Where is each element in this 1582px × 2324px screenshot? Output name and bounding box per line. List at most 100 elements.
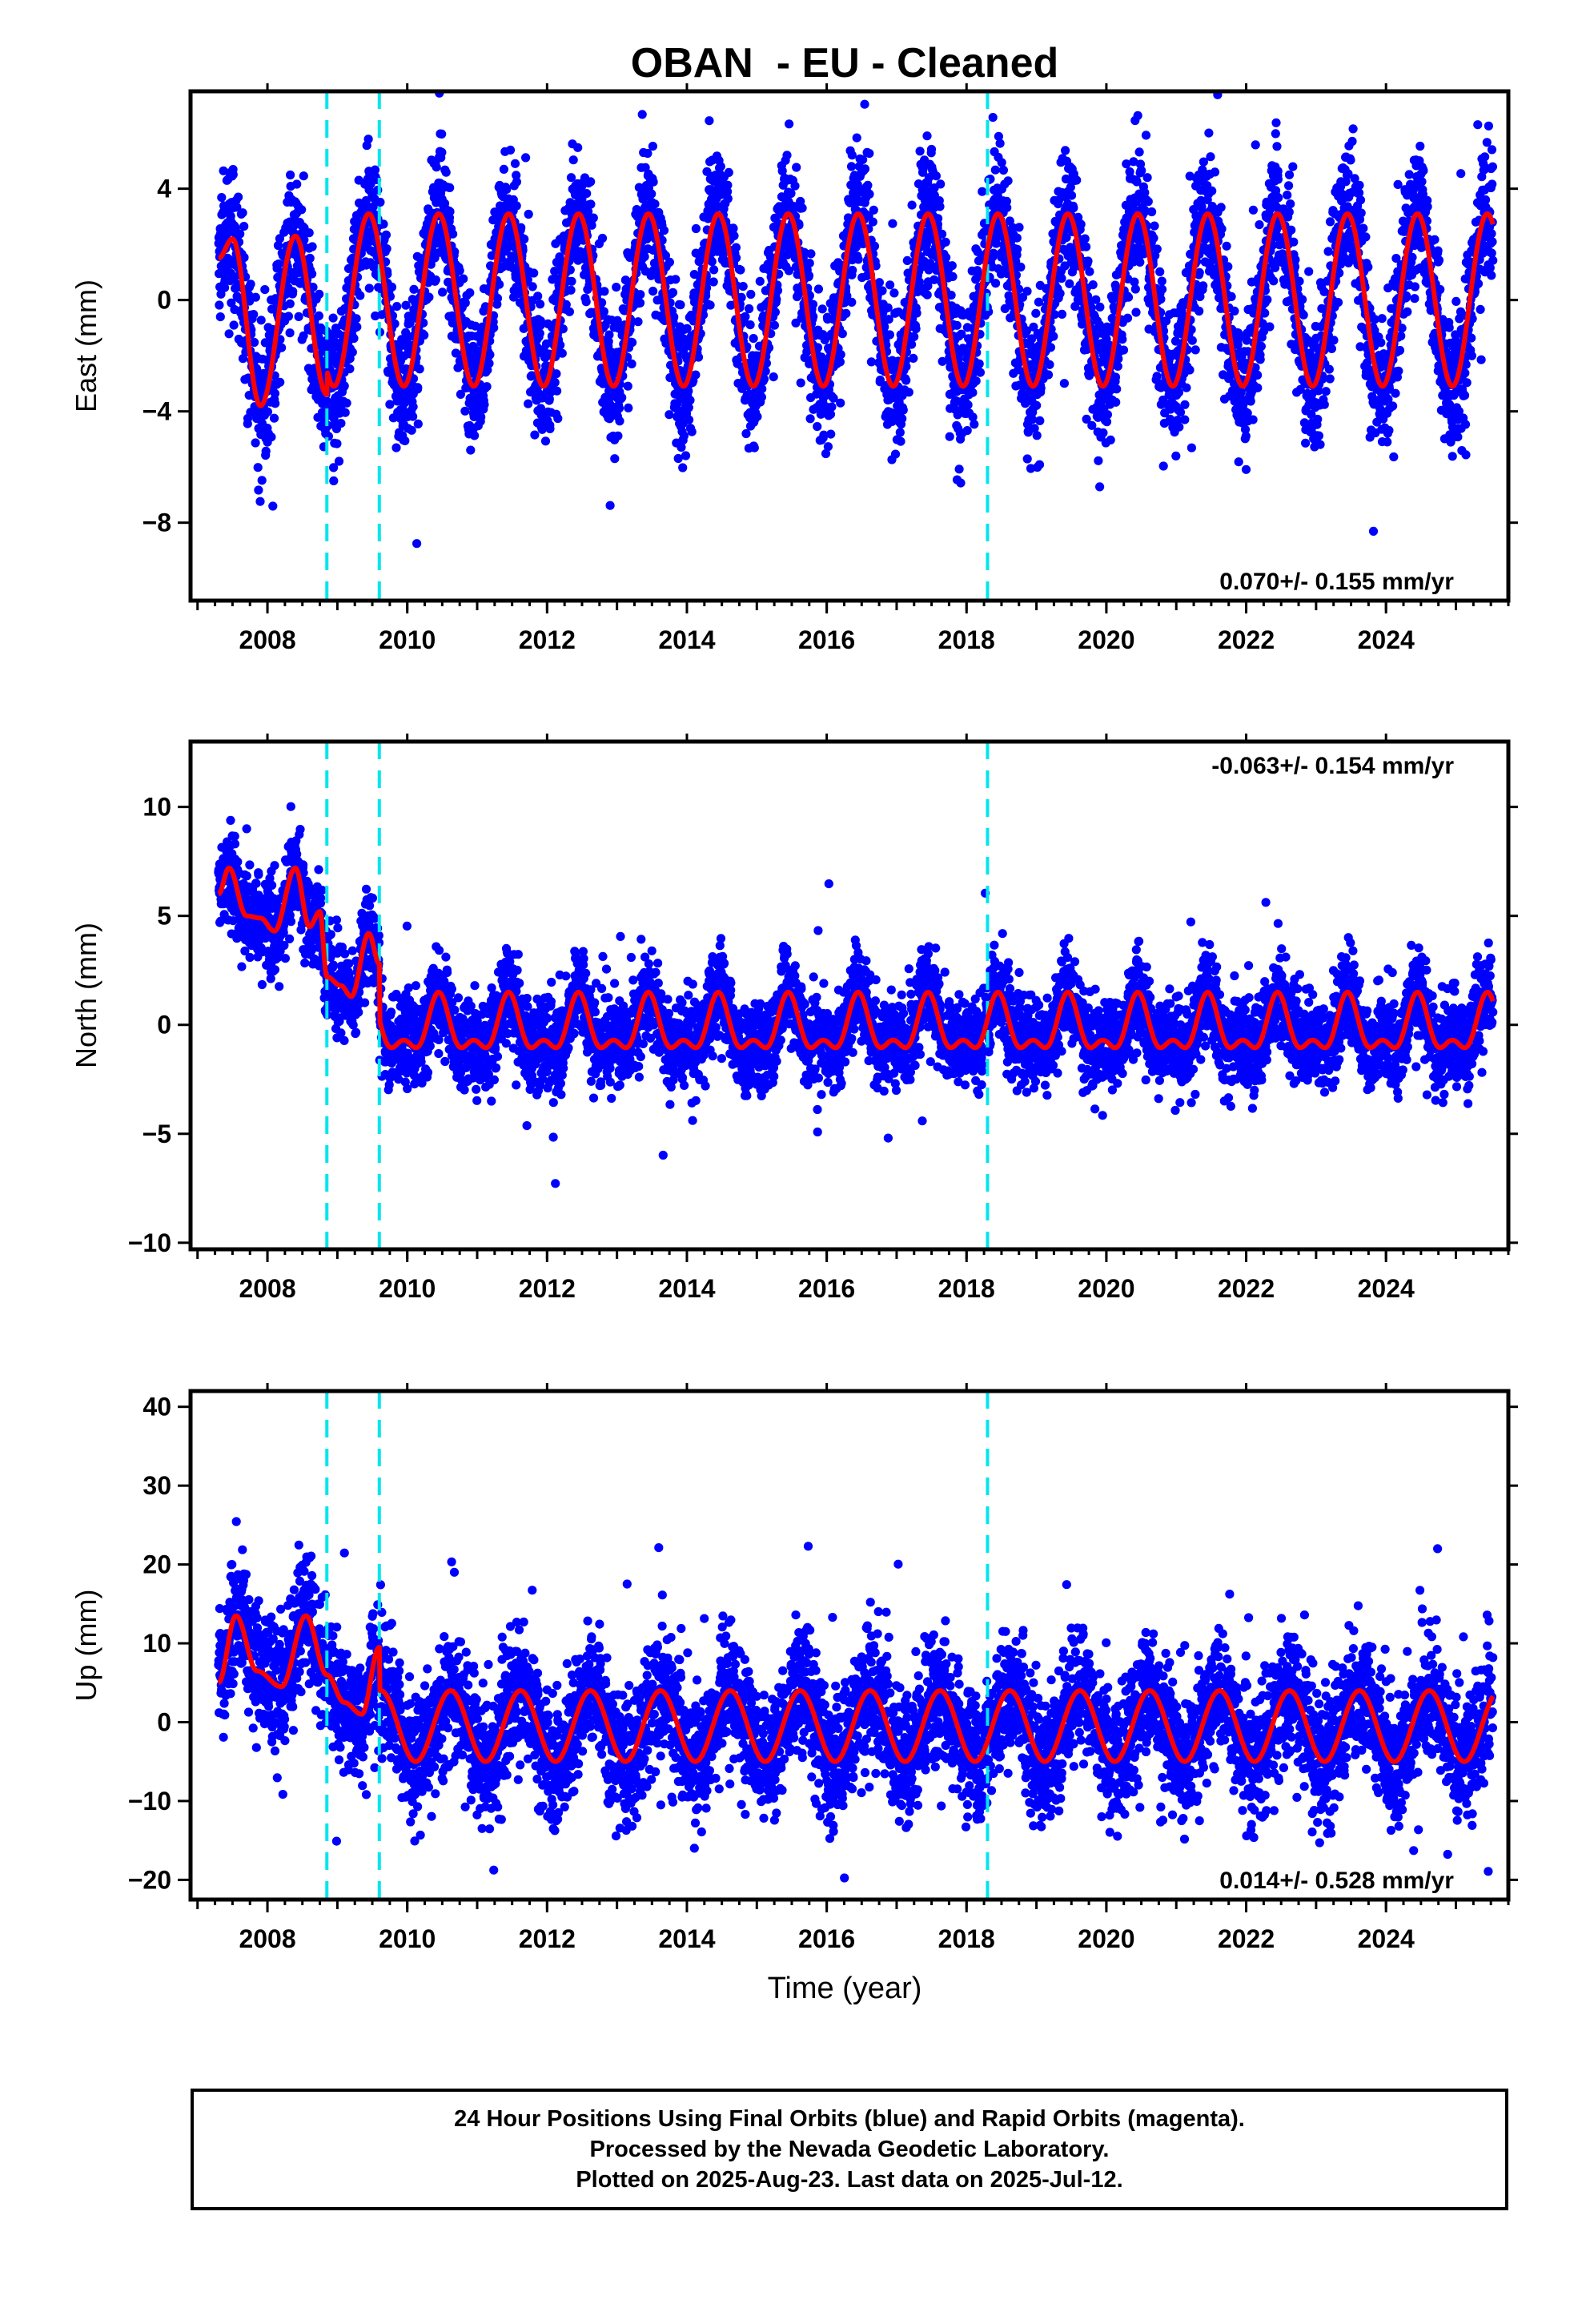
data-point xyxy=(954,464,964,474)
data-point xyxy=(382,244,391,254)
data-point xyxy=(1171,451,1181,461)
data-point xyxy=(502,184,512,195)
data-point xyxy=(351,314,361,324)
data-point xyxy=(681,451,691,460)
data-point xyxy=(459,274,468,283)
data-point xyxy=(684,403,693,412)
data-point xyxy=(1036,384,1046,393)
data-point xyxy=(868,217,877,227)
data-point xyxy=(1241,432,1251,441)
data-point xyxy=(682,324,692,333)
data-point xyxy=(749,334,758,344)
data-point xyxy=(971,376,981,386)
data-point xyxy=(420,330,429,340)
data-point xyxy=(827,402,837,412)
data-point xyxy=(806,249,816,259)
data-point xyxy=(285,328,295,338)
data-point xyxy=(777,166,787,176)
data-point xyxy=(510,159,520,168)
data-point xyxy=(283,312,293,321)
data-point xyxy=(1236,387,1246,396)
data-point xyxy=(677,443,686,452)
data-point xyxy=(251,438,260,448)
data-point xyxy=(285,299,295,308)
data-point xyxy=(370,165,380,175)
data-point xyxy=(471,321,480,331)
data-point xyxy=(544,394,554,404)
data-point xyxy=(1069,203,1078,213)
data-point xyxy=(671,275,681,284)
data-point xyxy=(975,368,985,377)
data-point xyxy=(339,381,349,391)
data-point xyxy=(661,251,671,260)
data-point xyxy=(253,463,263,472)
data-point xyxy=(239,222,249,231)
data-point xyxy=(869,205,878,215)
data-point xyxy=(217,193,227,203)
data-point xyxy=(970,420,979,429)
data-point xyxy=(723,180,733,190)
data-point xyxy=(565,265,575,275)
data-point xyxy=(581,297,591,307)
data-point xyxy=(612,316,622,325)
data-point xyxy=(1082,242,1091,251)
data-point xyxy=(628,338,637,348)
data-point xyxy=(336,419,346,428)
data-point xyxy=(347,348,357,357)
data-point xyxy=(239,252,249,263)
data-point xyxy=(1088,280,1098,290)
data-point xyxy=(390,319,400,328)
data-point xyxy=(1134,147,1144,157)
data-point xyxy=(647,189,656,199)
data-point xyxy=(853,255,863,264)
data-point xyxy=(769,320,780,330)
data-point xyxy=(1112,384,1122,394)
data-point xyxy=(874,278,884,287)
data-point xyxy=(1158,284,1167,294)
data-point xyxy=(573,143,583,152)
data-point xyxy=(600,287,609,296)
data-point xyxy=(1102,410,1112,420)
data-point xyxy=(852,133,861,143)
data-point xyxy=(567,276,576,286)
data-point xyxy=(1057,274,1066,283)
data-point xyxy=(1022,287,1032,296)
data-point xyxy=(1180,415,1190,424)
data-point xyxy=(387,282,397,292)
data-point xyxy=(637,110,647,119)
data-point xyxy=(419,318,428,328)
data-point xyxy=(586,199,596,209)
data-point xyxy=(857,29,865,38)
data-point xyxy=(307,269,317,279)
data-point xyxy=(438,287,448,297)
data-point xyxy=(227,298,236,308)
data-point xyxy=(305,253,315,263)
data-point xyxy=(729,223,738,233)
data-point xyxy=(584,207,593,216)
data-point xyxy=(1080,234,1090,243)
data-point xyxy=(732,253,741,263)
data-point xyxy=(268,501,278,511)
data-point xyxy=(702,167,712,176)
data-point xyxy=(1061,146,1070,155)
data-point xyxy=(769,372,778,382)
data-point xyxy=(650,199,660,209)
data-point xyxy=(553,413,563,424)
data-point xyxy=(952,320,962,330)
data-point xyxy=(408,402,418,412)
data-point xyxy=(757,384,767,394)
data-point xyxy=(785,119,794,129)
data-point xyxy=(1095,302,1105,312)
data-point xyxy=(540,436,551,446)
data-point xyxy=(685,396,695,405)
data-point xyxy=(693,352,704,362)
data-point xyxy=(907,200,917,210)
data-point xyxy=(915,147,925,156)
data-point xyxy=(805,414,815,424)
data-point xyxy=(381,230,391,239)
data-point xyxy=(1222,241,1231,251)
data-point xyxy=(931,171,941,181)
data-point xyxy=(1094,456,1103,465)
data-point xyxy=(274,259,283,269)
data-point xyxy=(1142,173,1152,183)
